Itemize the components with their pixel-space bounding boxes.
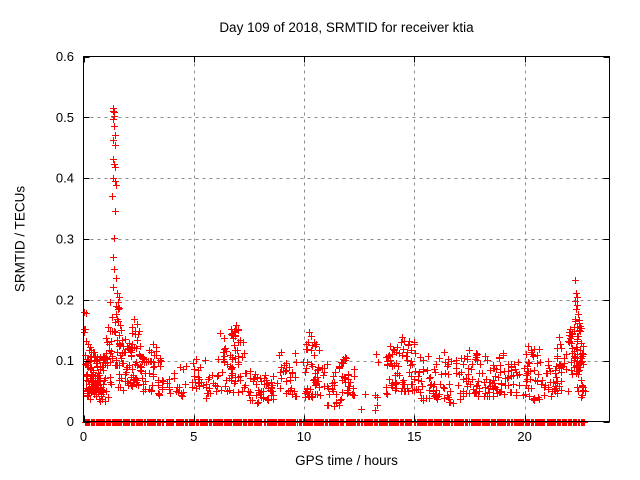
baseline-points (82, 419, 588, 426)
y-tick-label: 0.5 (56, 110, 74, 125)
grid-lines (83, 56, 610, 422)
y-tick-label: 0.1 (56, 353, 74, 368)
scatter-points (81, 105, 589, 414)
y-tick-label: 0.6 (56, 49, 74, 64)
y-tick-label: 0.2 (56, 292, 74, 307)
x-tick-label: 5 (190, 429, 197, 444)
x-tick-label: 10 (297, 429, 311, 444)
x-tick-labels: 0 5 10 15 20 (80, 429, 532, 444)
x-tick-label: 15 (407, 429, 421, 444)
x-tick-label: 0 (80, 429, 87, 444)
x-axis-label: GPS time / hours (295, 453, 398, 468)
y-tick-label: 0.3 (56, 232, 74, 247)
y-tick-label: 0.4 (56, 171, 74, 186)
x-tick-label: 20 (517, 429, 531, 444)
chart-title: Day 109 of 2018, SRMTID for receiver kti… (219, 20, 474, 35)
y-tick-label: 0 (67, 414, 74, 429)
y-tick-labels: 0 0.1 0.2 0.3 0.4 0.5 0.6 (56, 49, 74, 429)
axis-ticks (83, 56, 610, 423)
